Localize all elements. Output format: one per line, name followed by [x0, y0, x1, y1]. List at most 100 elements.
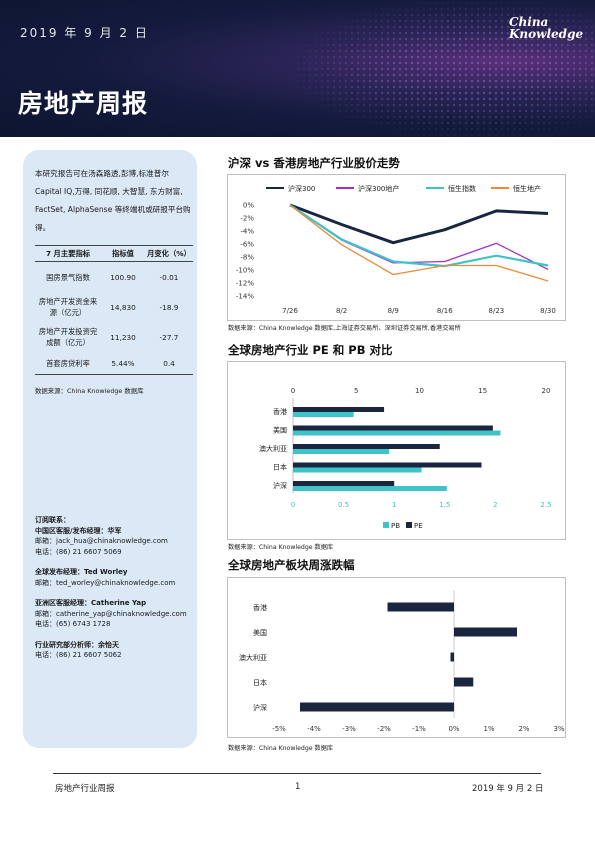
x-tick-label: 3% — [553, 725, 564, 733]
chart3-source: 数据来源：China Knowledge 数据库 — [228, 745, 334, 752]
table-header-row: 7 月主要指标 指标值 月变化（%） — [35, 245, 193, 262]
logo-line-2: Knowledge — [509, 27, 584, 41]
series-line — [289, 204, 549, 268]
y-tick-label: 0% — [243, 202, 254, 210]
chart3-title: 全球房地产板块周涨跌幅 — [228, 558, 355, 572]
contact-line: 电话：(86) 21 6607 5062 — [35, 651, 122, 659]
category-label: 香港 — [253, 603, 267, 612]
table-cell: 国房景气指数 — [46, 272, 90, 282]
pb-tick-label: 1 — [392, 501, 396, 509]
legend-swatch — [406, 522, 412, 528]
table-cell: 首套房贷利率 — [35, 352, 101, 375]
contact-line: 电话：(65) 6743 1728 — [35, 620, 111, 628]
table-cell: 房地产开发资金来源（亿元） — [38, 297, 98, 317]
change-bar — [454, 677, 474, 687]
key-indicators-table: 7 月主要指标 指标值 月变化（%） 国房景气指数 100.90 -0.01 房… — [35, 245, 193, 375]
table-header-cell: 月变化（%） — [145, 245, 193, 262]
contact-line: 中国区客服/发布经理：华军 — [35, 526, 122, 535]
header-banner: 2019 年 9 月 2 日 房地产周报 China Knowledge — [0, 0, 595, 137]
x-tick-label: 1% — [483, 725, 494, 733]
table-cell: 100.90 — [110, 272, 136, 282]
logo-line-1: China — [509, 15, 549, 29]
pe-bar — [293, 407, 385, 412]
report-date: 2019 年 9 月 2 日 — [20, 26, 149, 40]
series-line — [289, 204, 549, 282]
report-title: 房地产周报 — [18, 89, 149, 118]
table-cell: -27.7 — [159, 332, 179, 342]
contact-line: 全球发布经理：Ted Worley — [35, 568, 128, 576]
legend-label: 沪深300地产 — [358, 184, 399, 193]
chart2-title: 全球房地产行业 PE 和 PB 对比 — [228, 343, 393, 357]
y-tick-label: -14% — [236, 293, 254, 301]
contact-line: 订阅联系： — [35, 516, 70, 524]
category-label: 美国 — [273, 426, 287, 435]
table-cell: -18.9 — [159, 302, 179, 312]
legend-label: PE — [414, 522, 423, 530]
category-label: 香港 — [273, 407, 287, 416]
change-bar — [454, 627, 517, 637]
pe-tick-label: 0 — [291, 387, 295, 395]
pb-bar — [293, 430, 501, 436]
footer-date: 2019 年 9 月 2 日 — [472, 784, 544, 794]
sidebar-table-source: 数据来源：China Knowledge 数据库 — [35, 387, 144, 395]
legend-label: 恒生地产 — [513, 184, 541, 193]
pe-bar — [293, 462, 482, 468]
table-row: 首套房贷利率 5.44% 0.4 — [35, 352, 193, 375]
x-tick-label: -1% — [412, 725, 426, 733]
table-cell: 5.44% — [101, 352, 145, 375]
table-cell: 0.4 — [145, 352, 193, 375]
category-label: 澳大利亚 — [259, 444, 287, 453]
contact-line[interactable]: 邮箱：ted_worley@chinaknowledge.com — [35, 578, 176, 587]
pb-tick-label: 1.5 — [439, 501, 450, 509]
x-tick-label: -2% — [377, 725, 391, 733]
x-tick-label: 2% — [518, 725, 529, 733]
pb-tick-label: 0.5 — [338, 501, 349, 509]
y-tick-label: -10% — [236, 267, 254, 275]
pb-tick-label: 2 — [493, 501, 497, 509]
category-label: 美国 — [253, 628, 267, 637]
footer-divider — [53, 773, 541, 774]
sidebar-panel: 本研究报告可在汤森路透,彭博,标准普尔Capital IQ,万得, 同花顺, 大… — [23, 150, 197, 748]
category-label: 澳大利亚 — [239, 653, 267, 662]
table-cell: 房地产开发投资完成额（亿元） — [38, 327, 98, 347]
sidebar-intro: 本研究报告可在汤森路透,彭博,标准普尔Capital IQ,万得, 同花顺, 大… — [35, 169, 191, 232]
x-tick-label: -4% — [307, 725, 321, 733]
pb-bar — [293, 467, 422, 473]
table-row: 房地产开发投资完成额（亿元） 11,230 -27.7 — [35, 322, 193, 352]
table-header-cell: 指标值 — [101, 245, 145, 262]
pe-tick-label: 5 — [354, 387, 358, 395]
page-number: 1 — [295, 782, 301, 792]
pe-tick-label: 20 — [542, 387, 551, 395]
contact-line: 行业研究部分析师：余怡天 — [35, 640, 119, 649]
header-particle-art — [295, 0, 595, 137]
legend-label: PB — [391, 522, 400, 530]
category-label: 沪深 — [253, 703, 267, 712]
table-cell: 11,230 — [110, 332, 136, 342]
contact-group: 行业研究部分析师：余怡天 电话：(86) 21 6607 5062 — [35, 640, 195, 661]
x-tick-label: 8/30 — [540, 307, 556, 315]
chart2-frame: 0 5 10 15 20 0 0.5 1 1.5 2 2.5 香港 美国 澳大利亚 日本 沪深 PB PE — [227, 361, 566, 540]
contact-line[interactable]: 邮箱：catherine_yap@chinaknowledge.com — [35, 609, 187, 618]
x-tick-label: -3% — [342, 725, 356, 733]
legend-label: 沪深300 — [288, 184, 315, 193]
legend-label: 恒生指数 — [448, 184, 476, 193]
category-label: 日本 — [273, 463, 287, 472]
y-tick-label: -12% — [236, 280, 254, 288]
y-tick-label: -6% — [240, 241, 254, 249]
y-tick-label: -2% — [240, 215, 254, 223]
category-label: 日本 — [253, 678, 267, 687]
contact-group: 全球发布经理：Ted Worley 邮箱：ted_worley@chinakno… — [35, 567, 195, 588]
china-knowledge-logo: China Knowledge — [509, 16, 583, 40]
pe-tick-label: 10 — [415, 387, 424, 395]
contact-line[interactable]: 邮箱：jack_hua@chinaknowledge.com — [35, 537, 168, 545]
pb-bar — [293, 412, 354, 417]
pb-tick-label: 2.5 — [540, 501, 551, 509]
pb-bar — [293, 449, 390, 454]
legend-swatch — [383, 522, 389, 528]
contact-line: 电话：(86) 21 6607 5069 — [35, 547, 122, 556]
y-tick-label: -8% — [240, 254, 254, 262]
footer-left: 房地产行业周报 — [55, 784, 115, 794]
chart2-source: 数据来源：China Knowledge 数据库 — [228, 544, 334, 551]
